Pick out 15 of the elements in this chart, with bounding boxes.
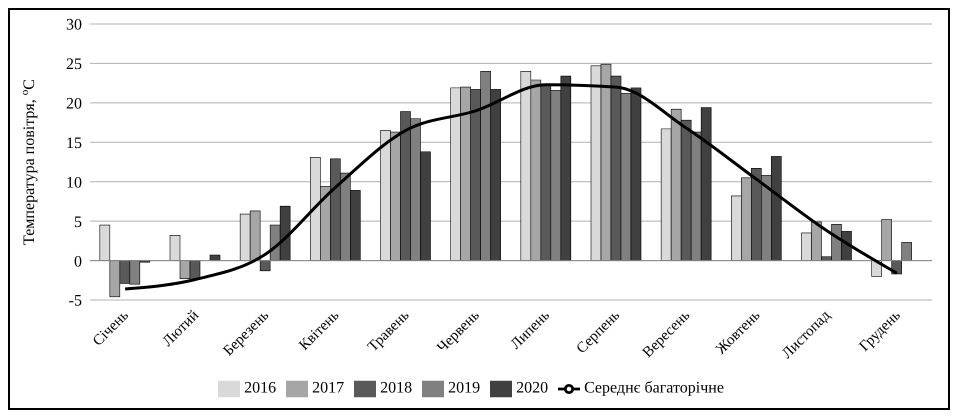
y-tick-label: 20 bbox=[66, 96, 82, 113]
y-tick-label: 5 bbox=[74, 214, 82, 231]
legend-label: Середнє багаторічне bbox=[584, 380, 724, 397]
bar bbox=[210, 254, 220, 261]
y-tick-label: 15 bbox=[66, 134, 82, 152]
legend-label: 2016 bbox=[244, 380, 276, 397]
y-tick-label: -5 bbox=[68, 292, 82, 310]
legend-label: 2019 bbox=[448, 380, 480, 397]
y-tick-label: 30 bbox=[66, 16, 82, 34]
y-tick-label: 0 bbox=[74, 253, 82, 270]
y-tick-label: 25 bbox=[66, 56, 82, 74]
legend-label: 2020 bbox=[516, 380, 548, 397]
legend-label: 2018 bbox=[380, 380, 412, 397]
legend-label: 2017 bbox=[312, 380, 344, 397]
y-tick-label: 10 bbox=[66, 174, 82, 192]
